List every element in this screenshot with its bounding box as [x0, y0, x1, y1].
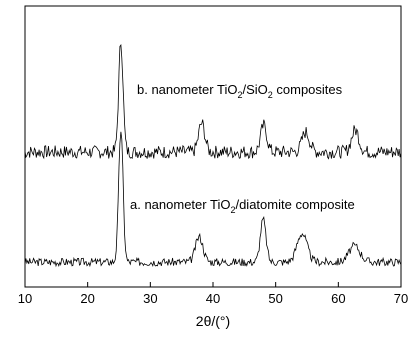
x-axis-label: 2θ/(°) — [196, 313, 230, 329]
plot-frame — [24, 5, 402, 288]
x-tick-label: 20 — [80, 291, 94, 306]
series-a-line — [24, 131, 402, 268]
x-ticks-group: 10 20 30 40 50 60 70 — [18, 282, 408, 306]
series-b-label: b. nanometer TiO2/SiO2 composites — [137, 82, 343, 100]
x-tick-label: 40 — [206, 291, 220, 306]
series-a-label: a. nanometer TiO2/diatomite composite — [130, 197, 355, 215]
x-tick-label: 50 — [268, 291, 282, 306]
x-tick-label: 70 — [394, 291, 408, 306]
series-b-line — [24, 44, 402, 160]
x-tick-label: 30 — [143, 291, 157, 306]
x-tick-label: 60 — [331, 291, 345, 306]
x-tick-label: 10 — [18, 291, 32, 306]
traces-group — [24, 44, 402, 268]
series-labels-group: b. nanometer TiO2/SiO2 composites a. nano… — [130, 82, 355, 215]
